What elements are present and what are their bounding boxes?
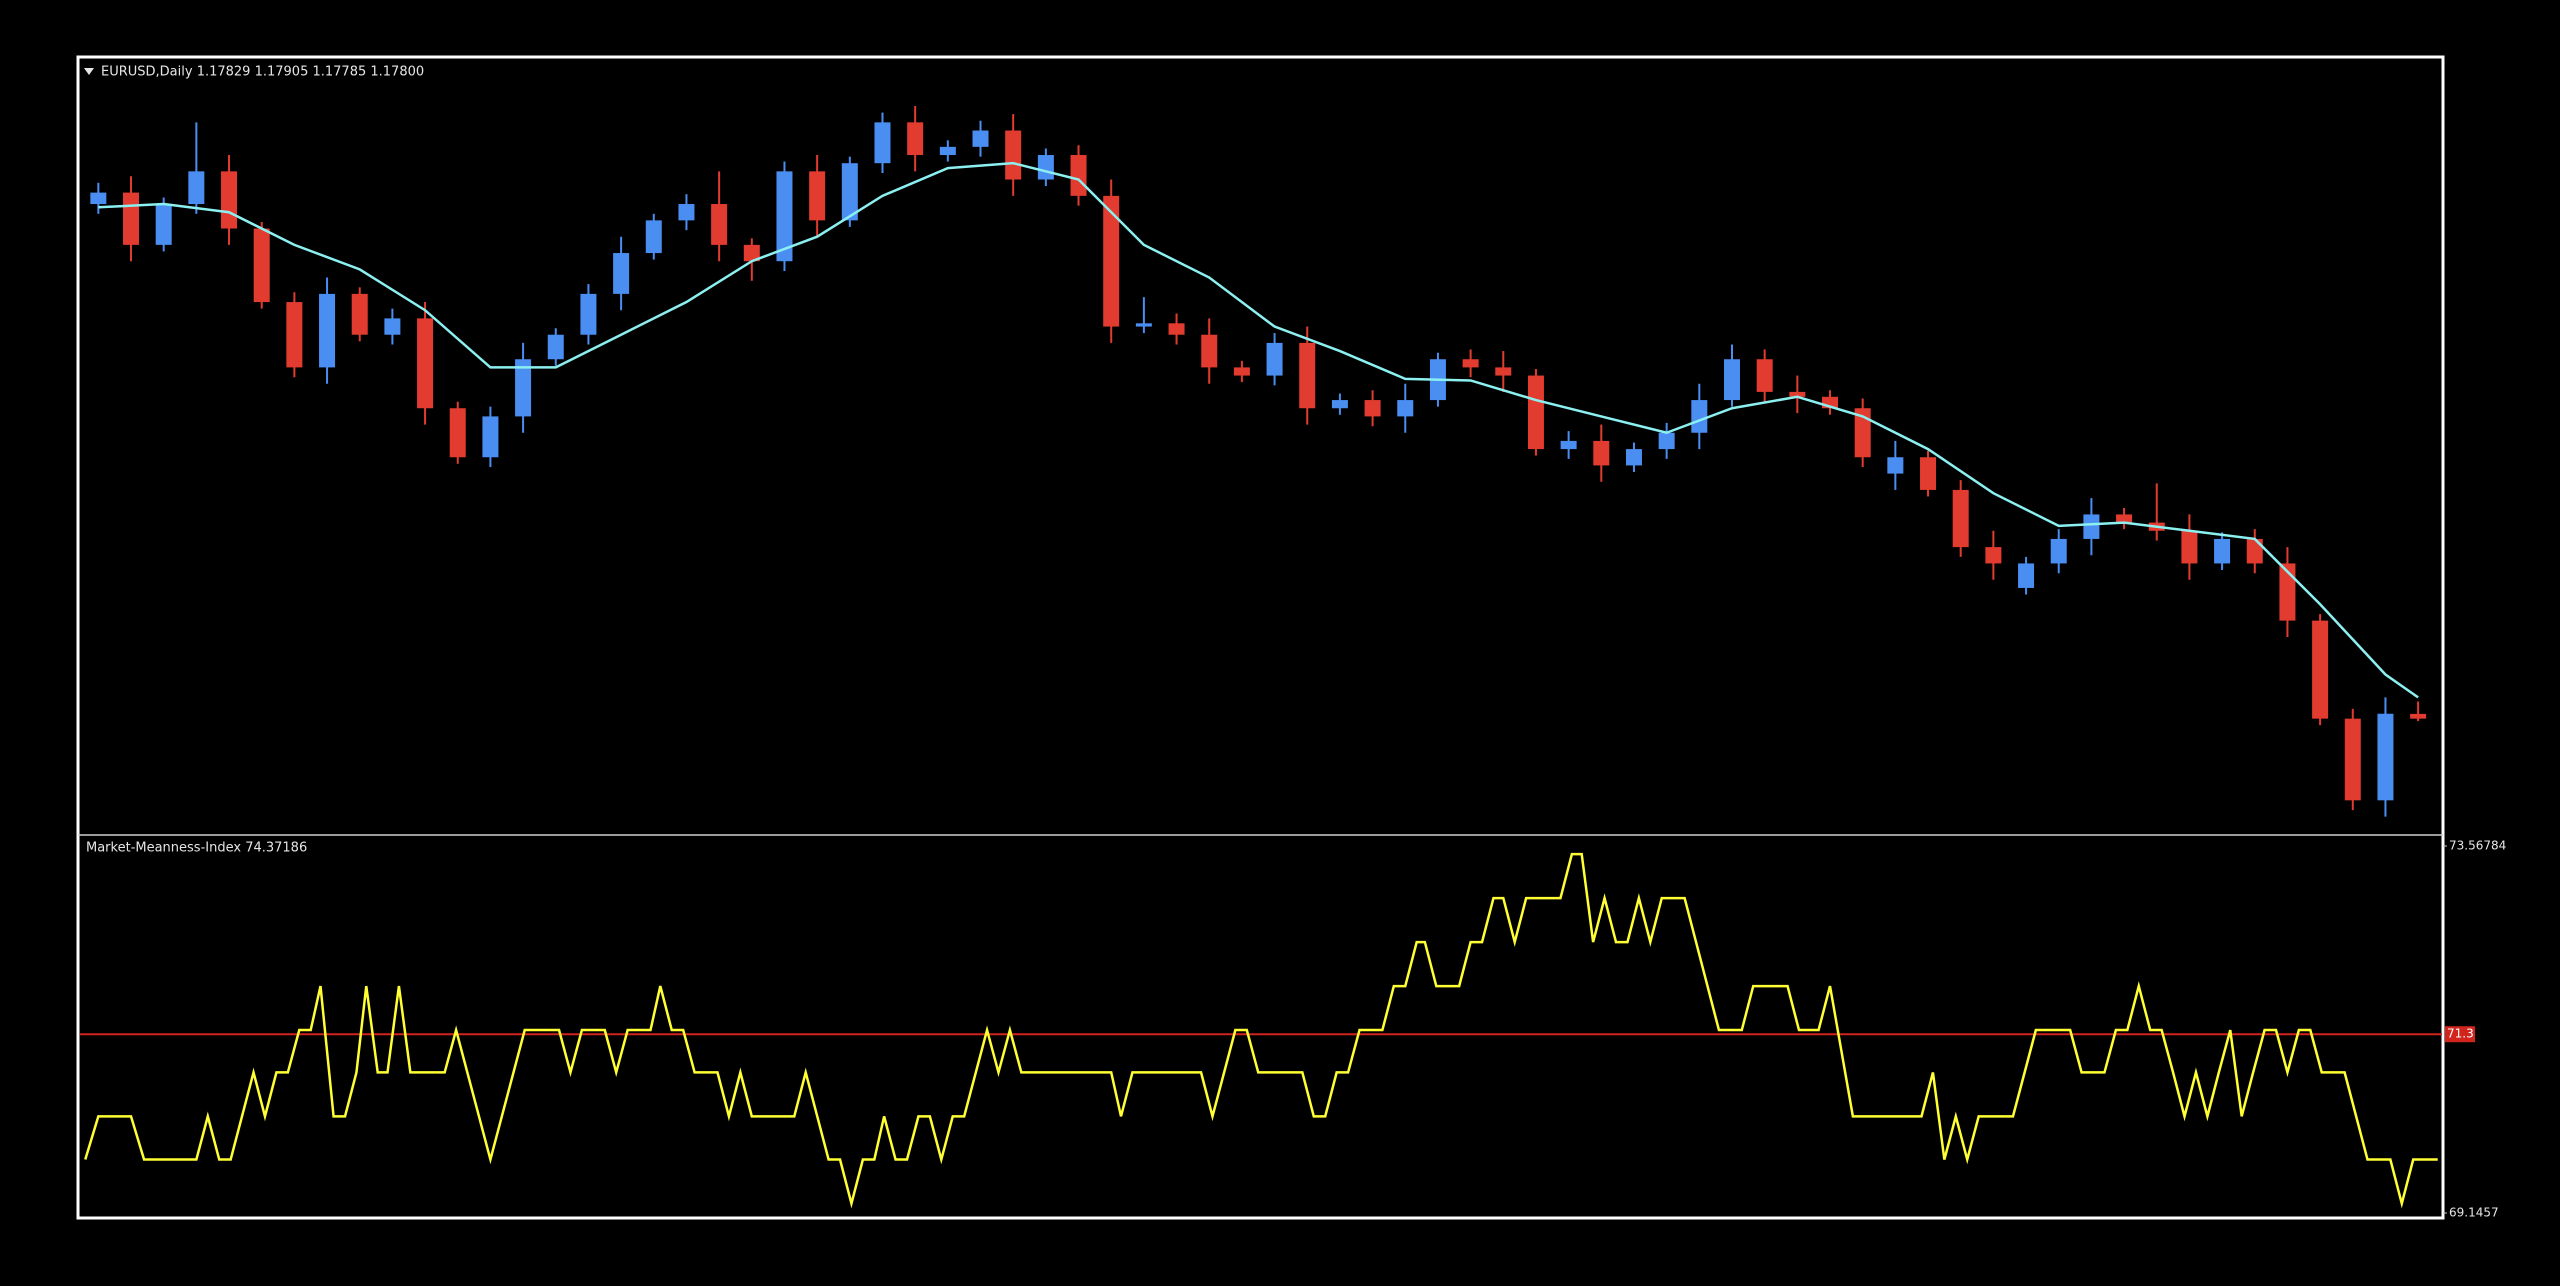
candle-body: [2246, 538, 2263, 564]
y-tick-label: 73.56784: [2449, 839, 2506, 853]
candle-body: [155, 204, 172, 245]
candle-body: [2344, 718, 2361, 801]
candle-body: [874, 122, 891, 164]
candle-body: [188, 171, 205, 205]
candle-body: [351, 293, 368, 335]
candle-body: [1331, 400, 1348, 409]
candle-body: [2050, 538, 2067, 564]
candle-body: [1822, 396, 1839, 409]
candle-body: [1168, 323, 1185, 335]
level-label: 71.3: [2447, 1027, 2474, 1041]
candle-body: [1201, 334, 1218, 368]
candle-body: [515, 359, 532, 417]
symbol-menu-icon[interactable]: [84, 68, 94, 75]
candle-body: [1364, 400, 1381, 417]
candle-body: [1985, 547, 2002, 564]
indicator-line: [84, 852, 2438, 1209]
y-tick-label: 69.1457: [2449, 1206, 2499, 1220]
candle-body: [1756, 359, 1773, 392]
candle-body: [2377, 713, 2394, 801]
candle-body: [417, 318, 434, 409]
candle-body: [319, 293, 336, 368]
candle-body: [1266, 342, 1283, 376]
level-label-box: [2445, 1026, 2475, 1043]
candle-body: [1527, 375, 1544, 450]
candle-body: [1854, 408, 1871, 458]
candle-body: [1070, 155, 1087, 196]
candle-body: [1658, 432, 1675, 450]
candle-body: [939, 146, 956, 156]
candle-body: [449, 408, 466, 458]
candle-body: [1103, 195, 1120, 327]
candle-body: [2279, 563, 2296, 621]
candle-body: [1789, 391, 1806, 397]
candle-body: [613, 253, 630, 294]
candle-body: [2018, 563, 2035, 588]
candle-body: [1691, 400, 1708, 433]
candle-body: [580, 293, 597, 335]
indicator-title: Market-Meanness-Index 74.37186: [86, 841, 307, 856]
candle-body: [547, 334, 564, 360]
candle-body: [841, 163, 858, 221]
candle-body: [1005, 130, 1022, 180]
chart-title: EURUSD,Daily 1.17829 1.17905 1.17785 1.1…: [101, 65, 424, 80]
candle-body: [1495, 367, 1512, 376]
candle-body: [678, 204, 695, 221]
candle-body: [2083, 514, 2100, 539]
candle-body: [1135, 323, 1152, 327]
candle-body: [1299, 342, 1316, 409]
candle-body: [1233, 367, 1250, 376]
candle-body: [1625, 449, 1642, 466]
candle-body: [1593, 440, 1610, 466]
candle-body: [286, 302, 303, 368]
candle-body: [776, 171, 793, 262]
candle-body: [384, 318, 401, 335]
chart-frame: [76, 55, 2445, 1220]
candle-body: [1887, 457, 1904, 474]
candle-body: [1723, 359, 1740, 401]
candle-body: [253, 228, 270, 303]
candle-body: [1560, 440, 1577, 450]
candle-body: [972, 130, 989, 147]
candle-body: [2312, 620, 2329, 719]
candle-body: [645, 220, 662, 254]
candle-body: [1920, 457, 1937, 490]
candle-body: [90, 192, 107, 205]
moving-average-line: [98, 161, 2419, 699]
candle-body: [2116, 514, 2133, 523]
candle-body: [711, 204, 728, 245]
candle-body: [1037, 155, 1054, 180]
candle-body: [1397, 400, 1414, 417]
candle-body: [123, 192, 140, 245]
candle-body: [1952, 489, 1969, 548]
candle-body: [2181, 530, 2198, 564]
candle-body: [743, 244, 760, 262]
candle-body: [2410, 713, 2427, 719]
candle-body: [907, 122, 924, 156]
candle-body: [1462, 359, 1479, 368]
candle-body: [482, 416, 499, 458]
candle-body: [221, 171, 238, 229]
candle-body: [809, 171, 826, 221]
candle-body: [2214, 538, 2231, 564]
